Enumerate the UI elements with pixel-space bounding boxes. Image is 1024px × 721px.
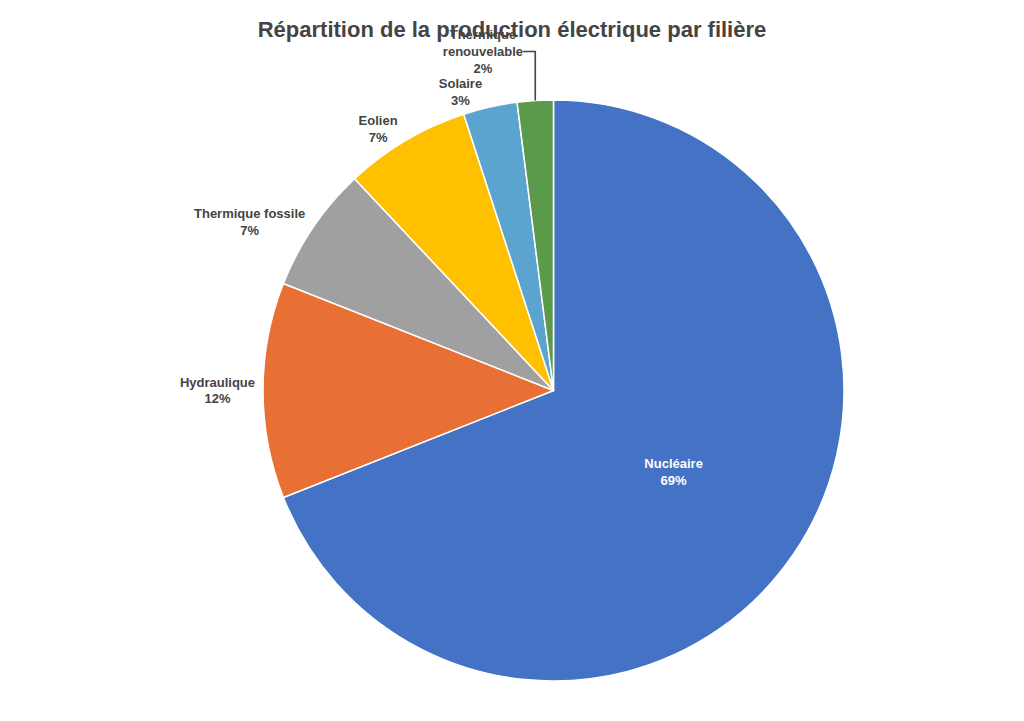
svg-text:Solaire3%: Solaire3% <box>439 76 482 108</box>
svg-text:Hydraulique12%: Hydraulique12% <box>180 375 255 407</box>
svg-text:Thermique fossile7%: Thermique fossile7% <box>194 206 305 238</box>
svg-text:Eolien7%: Eolien7% <box>359 113 398 145</box>
svg-text:Thermiquerenouvelable2%: Thermiquerenouvelable2% <box>443 27 523 76</box>
svg-text:Nucléaire69%: Nucléaire69% <box>644 456 703 488</box>
svg-text:Répartition de la production é: Répartition de la production électrique … <box>258 17 767 42</box>
